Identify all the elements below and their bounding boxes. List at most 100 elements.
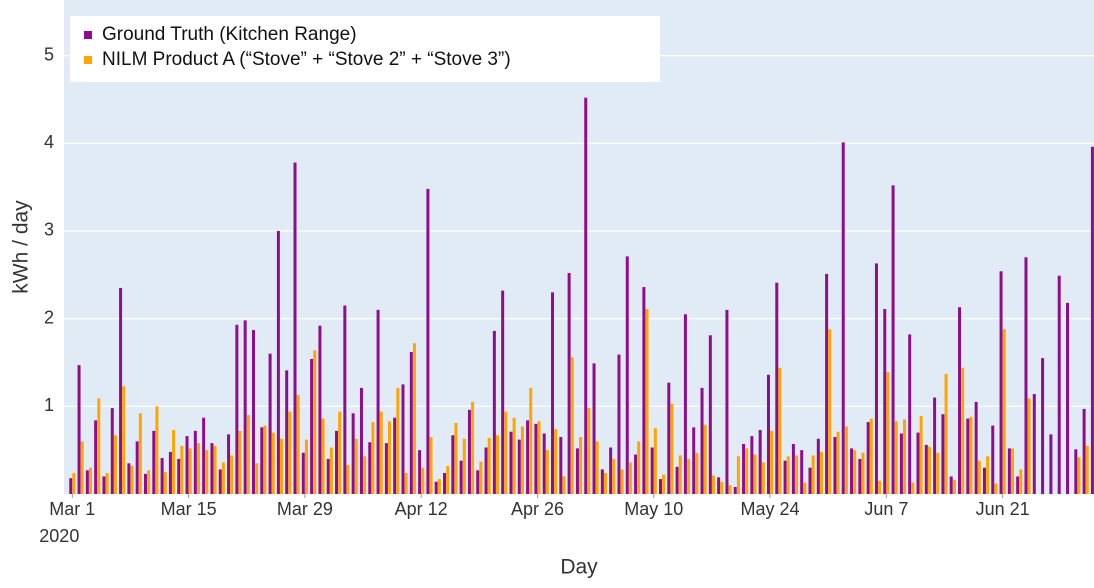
bar: [94, 420, 98, 494]
bar: [711, 475, 715, 494]
legend-marker: [84, 31, 92, 39]
bar: [1041, 358, 1045, 494]
bar: [634, 454, 638, 494]
bar: [371, 422, 375, 494]
bar: [359, 387, 363, 494]
bar: [227, 434, 231, 494]
bar: [110, 408, 114, 494]
bar: [437, 479, 441, 494]
bar: [143, 473, 147, 494]
x-tick-label: Mar 1 2020: [39, 499, 95, 546]
bar: [603, 472, 607, 494]
bar: [559, 437, 563, 494]
bar: [949, 476, 953, 494]
bar: [1024, 257, 1028, 494]
bar: [551, 292, 555, 494]
bar: [122, 386, 126, 494]
bar: [899, 433, 903, 494]
bar: [952, 479, 956, 494]
bar: [404, 472, 408, 494]
bar: [119, 287, 123, 494]
bar: [795, 455, 799, 494]
bar: [891, 185, 895, 494]
bar: [1077, 457, 1081, 494]
bar: [700, 387, 704, 494]
bar: [828, 329, 832, 494]
x-tick-label: Mar 15: [161, 499, 217, 519]
bar: [575, 448, 579, 494]
bar: [379, 411, 383, 494]
bar: [113, 435, 117, 494]
bar: [836, 431, 840, 494]
bar: [301, 452, 305, 494]
bar: [974, 401, 978, 494]
bar: [642, 287, 646, 494]
bar: [919, 415, 923, 494]
bar: [296, 394, 300, 494]
bar: [102, 476, 106, 494]
bar: [368, 442, 372, 494]
legend-label: Ground Truth (Kitchen Range): [102, 24, 357, 45]
bar: [653, 428, 657, 494]
x-tick-label: Apr 12: [395, 499, 448, 519]
bar: [579, 437, 583, 494]
bar: [492, 330, 496, 494]
bar: [708, 335, 712, 494]
bar: [819, 451, 823, 494]
bar: [770, 430, 774, 494]
bar: [1082, 408, 1086, 494]
bar: [542, 433, 546, 494]
bar: [280, 438, 284, 494]
bar: [678, 455, 682, 494]
bar: [858, 458, 862, 494]
bar: [310, 358, 314, 494]
bar: [941, 414, 945, 494]
bar: [147, 470, 151, 494]
bar: [695, 452, 699, 494]
bar: [88, 467, 92, 494]
bar: [587, 408, 591, 494]
legend-marker: [84, 56, 92, 64]
bar: [443, 472, 447, 494]
bar: [446, 465, 450, 494]
bar: [908, 334, 912, 494]
bar: [1007, 448, 1011, 494]
bar: [221, 462, 225, 494]
bar: [628, 462, 632, 494]
y-axis-label: kWh / day: [10, 200, 33, 294]
bar: [736, 456, 740, 494]
x-tick-label: Apr 26: [511, 499, 564, 519]
bar: [703, 424, 707, 494]
x-tick-label: May 24: [741, 499, 800, 519]
bar: [866, 422, 870, 494]
bar: [883, 308, 887, 494]
bar: [321, 418, 325, 494]
bar: [138, 413, 142, 494]
bar: [193, 430, 197, 494]
bar: [85, 470, 89, 494]
bar: [218, 469, 222, 494]
bar: [326, 458, 330, 494]
legend-box: [70, 16, 660, 82]
bar: [496, 435, 500, 494]
bar: [213, 445, 217, 494]
bar: [1002, 329, 1006, 494]
bar: [77, 365, 81, 494]
bar: [1066, 302, 1070, 494]
bar: [487, 437, 491, 494]
bar: [670, 403, 674, 494]
bar: [304, 439, 308, 494]
bar: [800, 450, 804, 494]
bar: [717, 477, 721, 494]
bar: [462, 438, 466, 494]
bar: [177, 458, 181, 494]
bar: [346, 465, 350, 494]
bar: [720, 481, 724, 494]
bar: [675, 466, 679, 494]
bar: [313, 350, 317, 494]
bar: [80, 441, 84, 494]
bar: [803, 482, 807, 494]
bar: [878, 480, 882, 494]
bar: [235, 324, 239, 494]
